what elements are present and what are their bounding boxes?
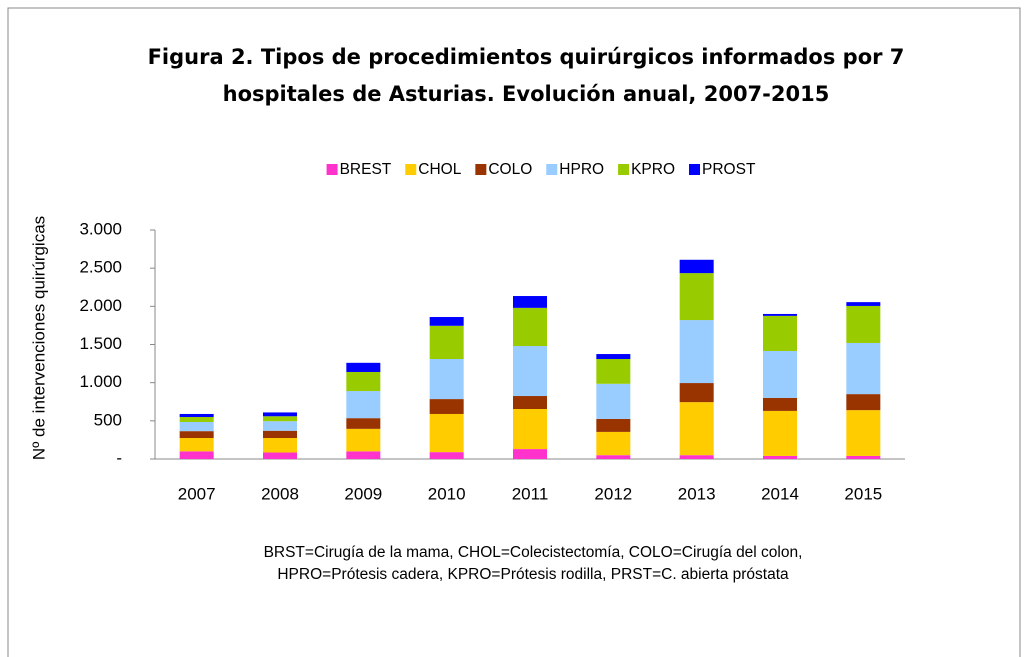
note: HPRO=Prótesis cadera, KPRO=Prótesis rodi… [277, 566, 789, 583]
legend-label: KPRO [631, 161, 675, 178]
x-tick-label: 2012 [594, 484, 632, 503]
bar-segment [679, 320, 714, 384]
y-tick-label: - [116, 448, 122, 467]
legend-swatch [618, 164, 630, 175]
bar-segment [513, 296, 547, 308]
bar-segment [596, 359, 631, 384]
bar-segment [679, 455, 714, 459]
bar-segment [263, 412, 297, 417]
bar-segment [846, 455, 881, 459]
bar-segment [429, 413, 464, 453]
bar-segment [179, 451, 214, 459]
y-tick-label: 3.000 [79, 219, 122, 238]
bar-segment [846, 302, 881, 306]
bar-segment [763, 397, 797, 411]
bar-segment [346, 362, 381, 372]
bar-segment [429, 399, 464, 414]
legend-swatch [326, 164, 338, 175]
x-tick-label: 2007 [178, 484, 216, 503]
bar-segment [179, 421, 214, 432]
bar-segment [596, 383, 631, 419]
bar-segment [596, 431, 631, 456]
note: BRST=Cirugía de la mama, CHOL=Colecistec… [264, 544, 803, 561]
bar-segment [346, 391, 381, 419]
bar-segment [763, 315, 797, 351]
bar-segment [846, 342, 881, 395]
x-tick-label: 2008 [261, 484, 299, 503]
bar-segment [346, 428, 381, 452]
legend-label: BREST [340, 161, 392, 178]
legend-label: PROST [702, 161, 756, 178]
bar-segment [679, 273, 714, 321]
legend-label: CHOL [418, 161, 461, 178]
bar-segment [263, 416, 297, 422]
bar-segment [763, 313, 797, 316]
bar-segment [263, 421, 297, 431]
bar-segment [513, 307, 547, 347]
bar-segment [596, 455, 631, 459]
legend-swatch [689, 164, 701, 175]
y-axis-label: Nº de intervenciones quirúrgicas [29, 216, 48, 460]
bar-segment [513, 449, 547, 459]
y-tick-label: 2.000 [79, 296, 122, 315]
bar-segment [429, 452, 464, 459]
y-tick-label: 500 [94, 410, 122, 429]
y-tick-label: 1.500 [79, 334, 122, 353]
legend-label: HPRO [559, 161, 604, 178]
bar-segment [346, 371, 381, 392]
bar-segment [846, 410, 881, 456]
bar-segment [679, 259, 714, 274]
bar-segment [513, 346, 547, 397]
bar-segment [679, 383, 714, 403]
x-tick-label: 2015 [844, 484, 882, 503]
legend-swatch [475, 164, 487, 175]
y-tick-label: 2.500 [79, 258, 122, 277]
bar-segment [846, 394, 881, 411]
y-tick-label: 1.000 [79, 372, 122, 391]
bar-segment [513, 396, 547, 410]
bar-segment [429, 359, 464, 400]
x-tick-label: 2011 [512, 484, 549, 503]
x-tick-label: 2009 [344, 484, 382, 503]
bar-segment [513, 409, 547, 450]
bar-segment [763, 350, 797, 398]
x-tick-label: 2010 [428, 484, 466, 503]
legend-swatch [546, 164, 558, 175]
bar-segment [263, 452, 297, 459]
legend-label: COLO [488, 161, 532, 178]
bar-segment [429, 317, 464, 326]
x-tick-label: 2014 [761, 484, 799, 503]
frame [7, 7, 1021, 657]
bar-segment [263, 438, 297, 453]
legend-swatch [405, 164, 417, 175]
chart-title: Figura 2. Tipos de procedimientos quirúr… [148, 45, 905, 69]
bar-segment [346, 451, 381, 459]
bar-segment [346, 418, 381, 429]
bar-segment [596, 354, 631, 360]
bar-segment [179, 438, 214, 452]
bar-segment [429, 325, 464, 360]
bar-segment [263, 430, 297, 439]
bar-segment [596, 418, 631, 432]
bar-segment [179, 417, 214, 422]
bar-segment [763, 455, 797, 459]
chart-title: hospitales de Asturias. Evolución anual,… [223, 82, 830, 106]
bar-segment [763, 410, 797, 456]
x-tick-label: 2013 [678, 484, 716, 503]
bar-segment [846, 305, 881, 343]
bar-segment [179, 413, 214, 418]
bar-segment [179, 431, 214, 439]
bar-segment [679, 402, 714, 456]
